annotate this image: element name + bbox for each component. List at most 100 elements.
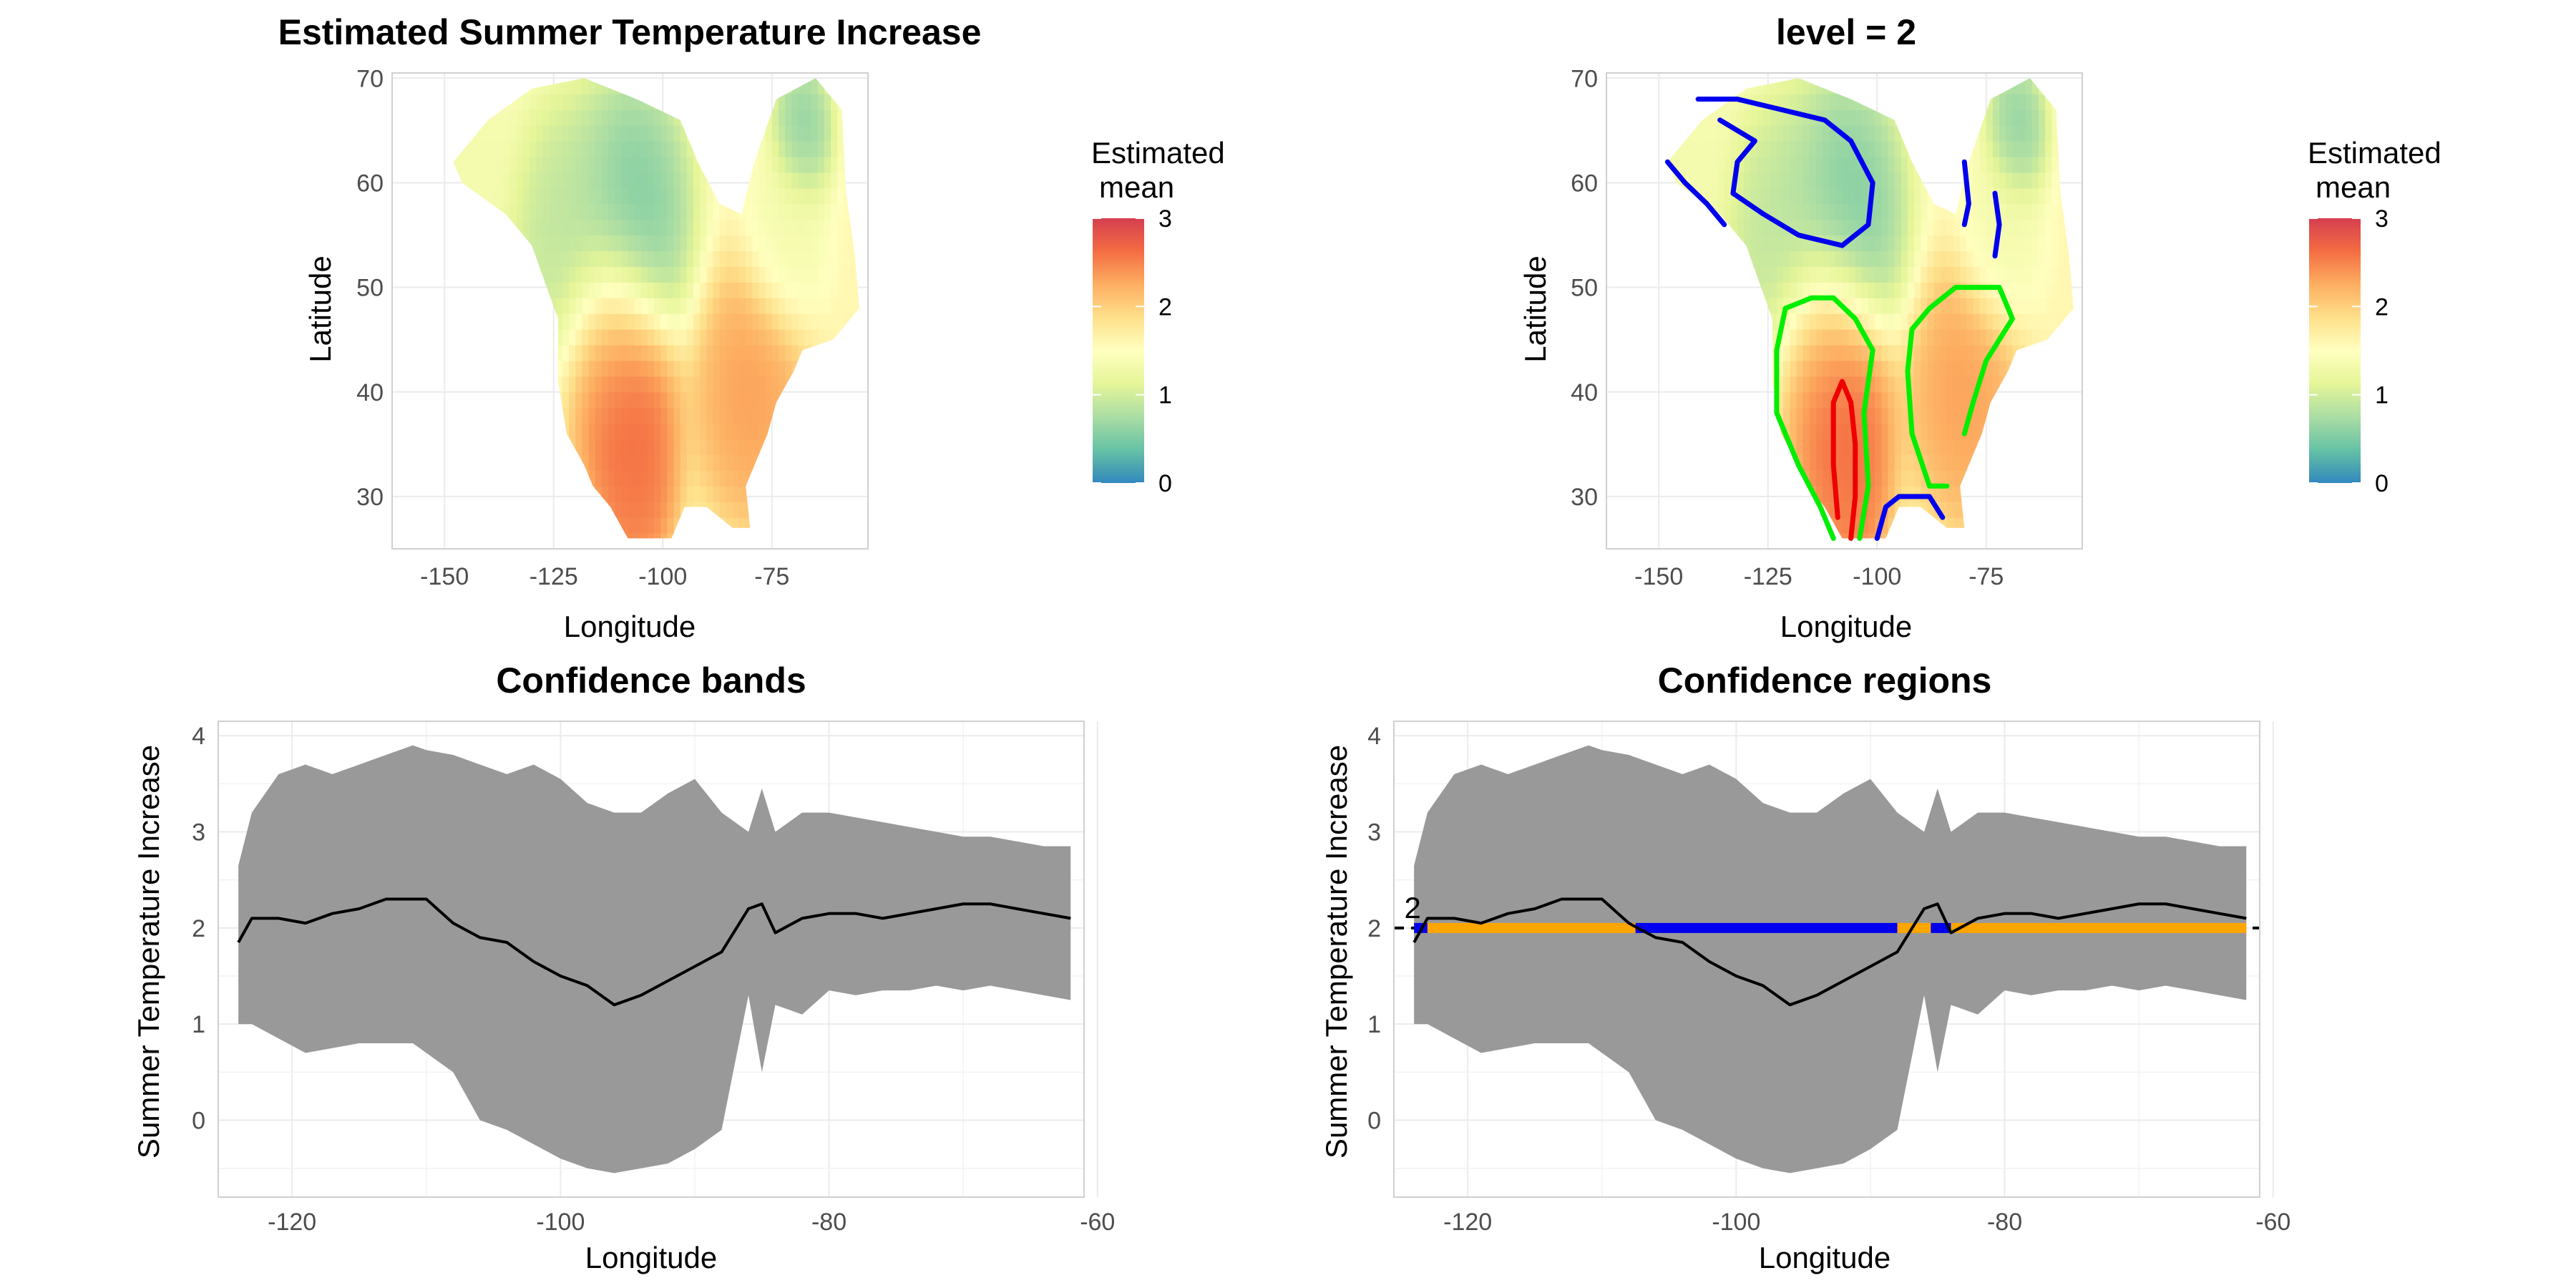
raster-cell bbox=[1619, 376, 1626, 393]
raster-cell bbox=[562, 439, 570, 456]
raster-cell bbox=[1776, 533, 1784, 539]
raster-cell bbox=[1855, 517, 1863, 534]
raster-cell bbox=[595, 141, 602, 157]
raster-cell bbox=[1914, 345, 1921, 361]
raster-cell bbox=[419, 502, 426, 518]
raster-cell bbox=[706, 376, 714, 393]
raster-cell bbox=[804, 407, 812, 424]
raster-cell bbox=[752, 219, 760, 236]
raster-cell bbox=[1698, 454, 1705, 471]
raster-cell bbox=[1901, 250, 1908, 267]
raster-cell bbox=[1848, 94, 1856, 110]
raster-cell bbox=[530, 470, 537, 487]
raster-cell bbox=[1633, 329, 1640, 346]
raster-cell bbox=[509, 172, 517, 189]
raster-cell bbox=[831, 125, 838, 142]
raster-cell bbox=[1888, 376, 1896, 393]
raster-cell bbox=[2031, 250, 2039, 267]
raster-cell bbox=[1809, 282, 1817, 298]
raster-cell bbox=[411, 188, 419, 205]
raster-cell bbox=[1639, 345, 1646, 361]
raster-cell bbox=[1907, 470, 1915, 487]
raster-cell bbox=[686, 439, 694, 456]
raster-cell bbox=[1678, 360, 1686, 377]
raster-cell bbox=[601, 391, 609, 409]
raster-cell bbox=[1881, 172, 1889, 189]
raster-cell bbox=[719, 109, 727, 126]
raster-cell bbox=[746, 125, 753, 142]
raster-cell bbox=[470, 486, 478, 502]
raster-cell bbox=[509, 454, 517, 471]
raster-cell bbox=[837, 125, 845, 142]
raster-cell bbox=[1613, 517, 1620, 534]
raster-cell bbox=[1973, 250, 1981, 267]
raster-cell bbox=[405, 109, 412, 126]
raster-cell bbox=[686, 141, 694, 157]
raster-cell bbox=[419, 533, 426, 550]
raster-cell bbox=[1960, 266, 1967, 283]
raster-cell bbox=[1888, 345, 1896, 361]
raster-cell bbox=[634, 78, 642, 79]
raster-cell bbox=[555, 187, 563, 205]
raster-cell bbox=[1927, 78, 1935, 94]
raster-cell bbox=[444, 94, 452, 110]
raster-cell bbox=[601, 203, 609, 220]
raster-cell bbox=[752, 172, 760, 189]
raster-cell bbox=[739, 329, 746, 346]
raster-cell bbox=[595, 345, 602, 361]
raster-cell bbox=[569, 78, 576, 94]
raster-cell bbox=[850, 454, 858, 471]
raster-cell bbox=[1646, 157, 1653, 173]
raster-cell bbox=[811, 78, 819, 94]
raster-cell bbox=[1606, 235, 1614, 252]
raster-cell bbox=[392, 78, 399, 94]
raster-cell bbox=[615, 470, 622, 487]
raster-cell bbox=[798, 172, 806, 189]
raster-cell bbox=[1770, 282, 1777, 298]
raster-cell bbox=[509, 313, 517, 330]
raster-cell bbox=[2078, 172, 2085, 189]
raster-cell bbox=[634, 345, 642, 361]
raster-cell bbox=[2064, 109, 2072, 126]
raster-cell bbox=[1763, 235, 1771, 252]
raster-cell bbox=[732, 454, 740, 471]
raster-cell bbox=[2078, 424, 2085, 440]
raster-cell bbox=[1744, 360, 1751, 377]
raster-cell bbox=[2064, 533, 2072, 539]
panel-map-mean: Estimated Summer Temperature Increase -1… bbox=[278, 12, 1225, 643]
raster-cell bbox=[453, 345, 459, 361]
raster-cell bbox=[2031, 125, 2039, 142]
raster-cell bbox=[1619, 141, 1626, 157]
raster-cell bbox=[1626, 439, 1633, 456]
raster-cell bbox=[2031, 156, 2039, 173]
raster-cell bbox=[1901, 172, 1908, 189]
raster-cell bbox=[1698, 517, 1705, 534]
raster-cell bbox=[831, 360, 838, 377]
raster-cell bbox=[1790, 203, 1797, 220]
raster-cell bbox=[582, 313, 590, 330]
raster-cell bbox=[647, 250, 655, 267]
raster-cell bbox=[693, 517, 701, 534]
raster-cell bbox=[2078, 298, 2085, 314]
raster-cell bbox=[1986, 156, 1994, 173]
raster-cell bbox=[634, 187, 642, 205]
raster-cell bbox=[726, 533, 733, 539]
raster-cell bbox=[431, 250, 439, 267]
raster-cell bbox=[857, 125, 859, 142]
raster-cell bbox=[778, 266, 786, 283]
raster-cell bbox=[660, 235, 668, 252]
raster-cell bbox=[817, 329, 825, 346]
raster-cell bbox=[628, 391, 635, 409]
raster-cell bbox=[824, 517, 831, 534]
raster-cell bbox=[490, 470, 498, 487]
raster-cell bbox=[523, 78, 530, 79]
raster-cell bbox=[1750, 266, 1758, 283]
raster-cell bbox=[1711, 156, 1719, 173]
raster-cell bbox=[1639, 486, 1646, 502]
raster-cell bbox=[419, 78, 426, 94]
raster-cell bbox=[850, 250, 858, 267]
raster-cell bbox=[765, 172, 773, 189]
raster-cell bbox=[1724, 94, 1732, 110]
raster-cell bbox=[713, 313, 721, 330]
